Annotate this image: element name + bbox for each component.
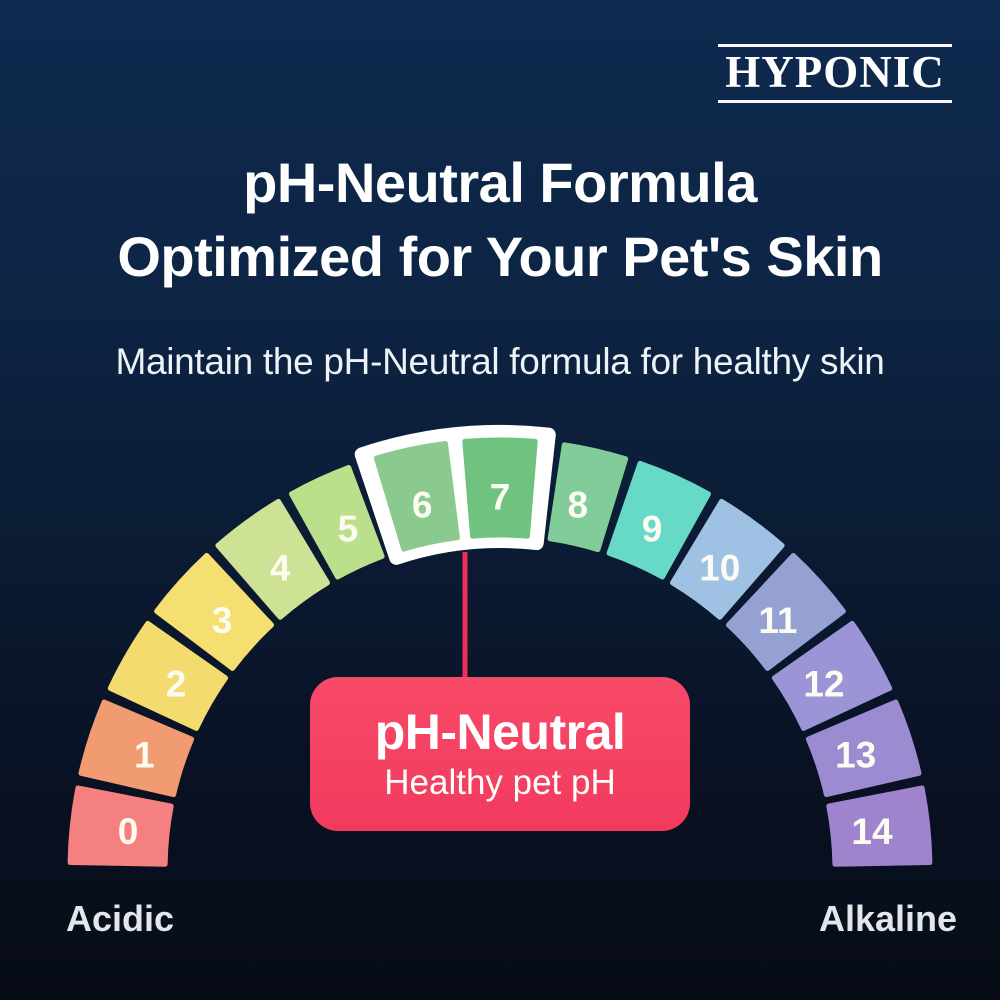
ph-segment-12 bbox=[771, 620, 893, 731]
ph-segment-10 bbox=[670, 498, 785, 620]
ph-segment-label-6: 6 bbox=[412, 485, 433, 526]
ph-segment-label-1: 1 bbox=[134, 735, 155, 776]
callout-subtitle: Healthy pet pH bbox=[384, 763, 616, 802]
ph-segment-4 bbox=[215, 498, 330, 620]
ph-segment-label-8: 8 bbox=[568, 485, 589, 526]
brand-logo: HYPONIC bbox=[718, 44, 952, 103]
ph-segment-14 bbox=[826, 785, 933, 867]
ph-segment-label-9: 9 bbox=[642, 509, 663, 550]
ph-segment-label-2: 2 bbox=[166, 663, 187, 704]
ph-segment-3 bbox=[154, 553, 274, 671]
ph-segment-5 bbox=[289, 465, 385, 580]
ph-neutral-callout: pH-Neutral Healthy pet pH bbox=[310, 677, 690, 831]
ph-segment-label-7: 7 bbox=[490, 476, 511, 517]
ph-segment-7 bbox=[462, 437, 538, 539]
page-title-line1: pH-Neutral Formula bbox=[243, 151, 757, 214]
page-title-line2: Optimized for Your Pet's Skin bbox=[117, 225, 883, 288]
callout-title: pH-Neutral bbox=[374, 704, 626, 760]
ph-segment-11 bbox=[726, 553, 846, 671]
ph-segment-label-10: 10 bbox=[699, 548, 740, 589]
ph-segment-label-0: 0 bbox=[118, 811, 139, 852]
ph-segment-0 bbox=[67, 785, 174, 867]
ph-segment-label-3: 3 bbox=[212, 600, 233, 641]
ph-segment-2 bbox=[107, 620, 229, 731]
brand-logo-text: HYPONIC bbox=[725, 47, 945, 97]
page-title: pH-Neutral Formula Optimized for Your Pe… bbox=[0, 146, 1000, 294]
ph-segment-label-4: 4 bbox=[270, 548, 291, 589]
ph-segment-label-5: 5 bbox=[338, 509, 359, 550]
ph-segment-6 bbox=[373, 441, 460, 552]
scale-label-acidic: Acidic bbox=[65, 898, 175, 939]
ph-segment-9 bbox=[606, 460, 711, 580]
scale-label-alkaline: Alkaline bbox=[818, 898, 958, 939]
ph-segment-label-13: 13 bbox=[835, 735, 876, 776]
ph-segment-1 bbox=[78, 699, 195, 798]
ph-segment-13 bbox=[805, 699, 922, 798]
ph-segment-8 bbox=[547, 442, 629, 553]
ph-segment-label-12: 12 bbox=[803, 663, 844, 704]
page-subtitle: Maintain the pH-Neutral formula for heal… bbox=[115, 341, 885, 382]
ph-segment-label-11: 11 bbox=[758, 600, 797, 641]
ph-segment-label-14: 14 bbox=[851, 811, 893, 852]
